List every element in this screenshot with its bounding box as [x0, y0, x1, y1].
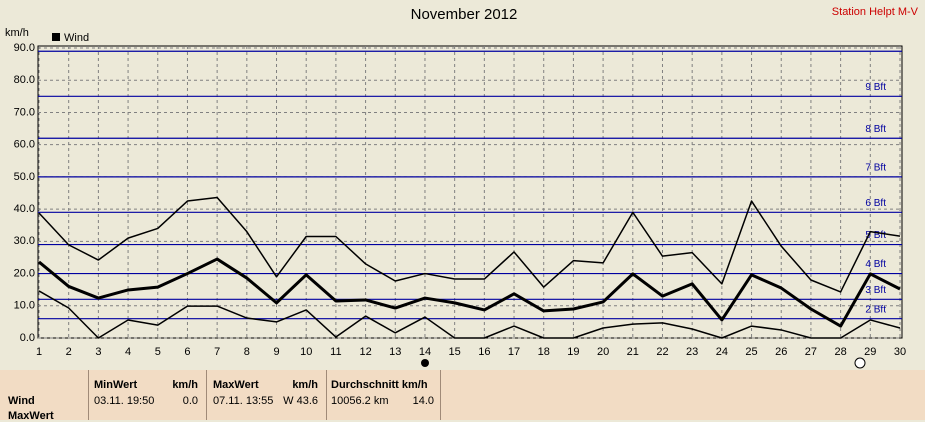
x-tick-label: 3	[95, 346, 101, 358]
x-tick-label: 14	[419, 346, 431, 358]
column-header: MaxWert	[213, 379, 259, 391]
x-tick-label: 11	[330, 346, 341, 358]
x-tick-label: 17	[508, 346, 520, 358]
chart-title: November 2012	[411, 6, 518, 23]
cell: 07.11. 13:55	[213, 395, 274, 407]
moon-new	[421, 359, 429, 367]
x-tick-label: 16	[478, 346, 490, 358]
x-tick-label: 24	[716, 346, 728, 358]
x-tick-label: 5	[155, 346, 161, 358]
column-header: Durchschnitt km/h	[331, 379, 428, 391]
x-tick-label: 8	[244, 346, 250, 358]
cell: 10056.2 km	[331, 395, 389, 407]
x-tick-label: 30	[894, 346, 906, 358]
bft-label: 8 Bft	[865, 124, 886, 135]
cell: 14.0	[412, 395, 434, 407]
x-tick-label: 19	[567, 346, 579, 358]
x-tick-label: 25	[745, 346, 757, 358]
bft-label: 5 Bft	[865, 230, 886, 241]
separator	[326, 370, 327, 420]
separator	[206, 370, 207, 420]
x-tick-label: 6	[184, 346, 190, 358]
y-tick-label: 30.0	[14, 235, 35, 247]
bft-label: 2 Bft	[865, 304, 886, 315]
y-tick-label: 50.0	[14, 171, 35, 183]
x-tick-label: 18	[538, 346, 550, 358]
cell: W 43.6	[283, 395, 318, 407]
data-line	[38, 196, 901, 293]
y-tick-label: 10.0	[14, 300, 35, 312]
y-tick-label: 40.0	[14, 203, 35, 215]
x-tick-label: 26	[775, 346, 787, 358]
y-tick-label: 90.0	[14, 42, 35, 54]
bft-label: 7 Bft	[865, 163, 886, 174]
bft-label: 6 Bft	[865, 198, 886, 209]
x-tick-label: 9	[273, 346, 279, 358]
x-tick-label: 28	[834, 346, 846, 358]
legend-label: Wind	[64, 32, 89, 44]
cell: 03.11. 19:50	[94, 395, 155, 407]
x-tick-label: 1	[36, 346, 42, 358]
chart: November 2012 Station Helpt M-V km/h Win…	[5, 6, 919, 369]
data-line	[38, 290, 901, 339]
y-unit: km/h	[5, 27, 29, 39]
column-header: MinWert	[94, 379, 138, 391]
column-unit: km/h	[172, 379, 198, 391]
cell: 0.0	[182, 395, 198, 407]
x-tick-label: 10	[300, 346, 312, 358]
station: Station Helpt M-V	[832, 6, 919, 18]
column-unit: km/h	[292, 379, 318, 391]
x-tick-label: 27	[805, 346, 817, 358]
y-tick-label: 70.0	[14, 106, 35, 118]
moon-full	[854, 357, 866, 369]
summary-panel: MinWert km/h MaxWert km/h Durchschnitt k…	[0, 370, 925, 422]
bft-label: 4 Bft	[865, 259, 886, 270]
x-tick-label: 4	[125, 346, 131, 358]
x-tick-label: 13	[389, 346, 401, 358]
y-tick-label: 0.0	[20, 332, 35, 344]
legend-swatch	[52, 33, 60, 41]
plot-frame	[37, 45, 903, 339]
y-tick-label: 80.0	[14, 74, 35, 86]
row-label: MaxWert	[8, 410, 54, 422]
x-tick-label: 20	[597, 346, 609, 358]
bft-label: 3 Bft	[865, 285, 886, 296]
x-tick-label: 15	[449, 346, 461, 358]
x-tick-label: 7	[214, 346, 220, 358]
y-tick-label: 20.0	[14, 267, 35, 279]
x-tick-label: 29	[864, 346, 876, 358]
x-tick-label: 12	[359, 346, 371, 358]
x-tick-label: 2	[66, 346, 72, 358]
x-tick-label: 22	[656, 346, 668, 358]
x-tick-label: 21	[627, 346, 639, 358]
x-tick-label: 23	[686, 346, 698, 358]
separator	[88, 370, 89, 420]
y-tick-label: 60.0	[14, 139, 35, 151]
separator	[440, 370, 441, 420]
data-line	[38, 257, 901, 328]
bft-label: 9 Bft	[865, 82, 886, 93]
row-label: Wind	[8, 395, 35, 407]
